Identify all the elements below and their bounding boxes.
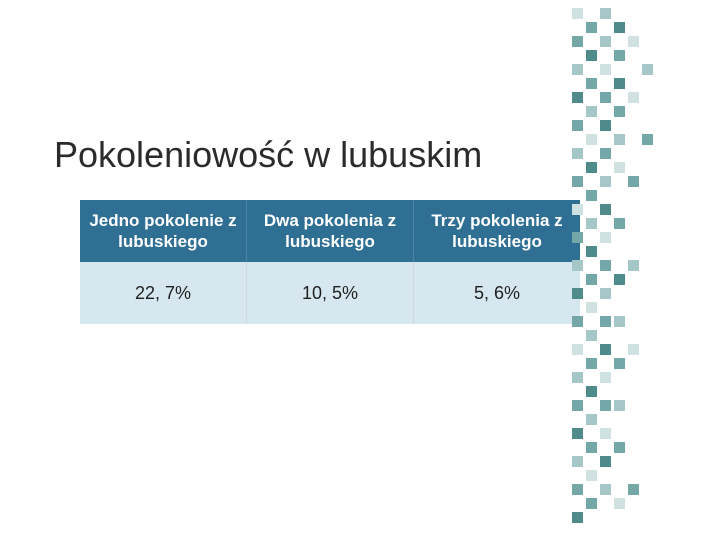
mosaic-square [572, 456, 583, 467]
mosaic-square [600, 428, 611, 439]
mosaic-square [586, 218, 597, 229]
mosaic-square [600, 64, 611, 75]
mosaic-square [600, 344, 611, 355]
mosaic-square [586, 190, 597, 201]
mosaic-square [628, 260, 639, 271]
mosaic-square [614, 442, 625, 453]
mosaic-square [586, 330, 597, 341]
mosaic-square [614, 50, 625, 61]
mosaic-square [586, 106, 597, 117]
mosaic-square [586, 358, 597, 369]
mosaic-square [586, 386, 597, 397]
mosaic-square [642, 134, 653, 145]
cell-2: 10, 5% [247, 262, 414, 324]
mosaic-square [572, 428, 583, 439]
mosaic-square [572, 512, 583, 523]
mosaic-square [614, 498, 625, 509]
mosaic-square [586, 414, 597, 425]
mosaic-square [600, 148, 611, 159]
col-header-3: Trzy pokolenia z lubuskiego [413, 200, 580, 262]
mosaic-square [572, 92, 583, 103]
mosaic-square [642, 64, 653, 75]
mosaic-square [586, 470, 597, 481]
mosaic-square [572, 176, 583, 187]
mosaic-square [600, 316, 611, 327]
mosaic-square [628, 484, 639, 495]
mosaic-square [614, 162, 625, 173]
mosaic-square [614, 358, 625, 369]
mosaic-square [572, 148, 583, 159]
mosaic-square [614, 134, 625, 145]
mosaic-square [614, 22, 625, 33]
cell-1: 22, 7% [80, 262, 247, 324]
mosaic-square [572, 8, 583, 19]
mosaic-square [586, 162, 597, 173]
generations-table: Jedno pokolenie z lubuskiego Dwa pokolen… [80, 200, 580, 324]
mosaic-square [600, 176, 611, 187]
mosaic-square [572, 64, 583, 75]
mosaic-square [614, 78, 625, 89]
mosaic-square [600, 484, 611, 495]
mosaic-square [600, 92, 611, 103]
mosaic-square [600, 456, 611, 467]
mosaic-square [586, 498, 597, 509]
mosaic-square [600, 400, 611, 411]
table-header-row: Jedno pokolenie z lubuskiego Dwa pokolen… [80, 200, 580, 262]
mosaic-square [572, 36, 583, 47]
mosaic-square [628, 176, 639, 187]
mosaic-square [600, 372, 611, 383]
mosaic-square [586, 274, 597, 285]
mosaic-square [586, 134, 597, 145]
cell-3: 5, 6% [413, 262, 580, 324]
mosaic-square [586, 22, 597, 33]
mosaic-square [614, 316, 625, 327]
decorative-mosaic [582, 8, 712, 532]
mosaic-square [572, 372, 583, 383]
mosaic-square [572, 120, 583, 131]
mosaic-square [600, 120, 611, 131]
mosaic-square [628, 36, 639, 47]
slide-title: Pokoleniowość w lubuskim [54, 134, 482, 176]
mosaic-square [614, 218, 625, 229]
col-header-2: Dwa pokolenia z lubuskiego [247, 200, 414, 262]
mosaic-square [614, 106, 625, 117]
mosaic-square [586, 302, 597, 313]
mosaic-square [600, 232, 611, 243]
mosaic-square [600, 36, 611, 47]
mosaic-square [628, 344, 639, 355]
mosaic-square [600, 288, 611, 299]
mosaic-square [572, 484, 583, 495]
mosaic-square [586, 442, 597, 453]
mosaic-square [586, 246, 597, 257]
mosaic-square [600, 8, 611, 19]
mosaic-square [628, 92, 639, 103]
mosaic-square [572, 344, 583, 355]
mosaic-square [586, 50, 597, 61]
mosaic-square [572, 400, 583, 411]
col-header-1: Jedno pokolenie z lubuskiego [80, 200, 247, 262]
table-row: 22, 7% 10, 5% 5, 6% [80, 262, 580, 324]
mosaic-square [586, 78, 597, 89]
mosaic-square [600, 204, 611, 215]
slide: Pokoleniowość w lubuskim Jedno pokolenie… [0, 0, 720, 540]
mosaic-square [614, 400, 625, 411]
mosaic-square [614, 274, 625, 285]
mosaic-square [600, 260, 611, 271]
